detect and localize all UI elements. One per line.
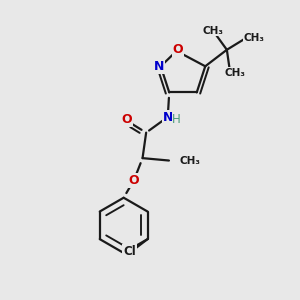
Text: N: N — [154, 60, 164, 73]
Text: N: N — [163, 110, 173, 124]
Text: O: O — [122, 113, 132, 126]
Text: O: O — [129, 174, 140, 187]
Text: CH₃: CH₃ — [179, 155, 200, 166]
Text: H: H — [172, 113, 181, 126]
Text: CH₃: CH₃ — [225, 68, 246, 78]
Text: CH₃: CH₃ — [203, 26, 224, 36]
Text: Cl: Cl — [123, 245, 136, 258]
Text: CH₃: CH₃ — [243, 33, 264, 43]
Text: O: O — [173, 43, 183, 56]
